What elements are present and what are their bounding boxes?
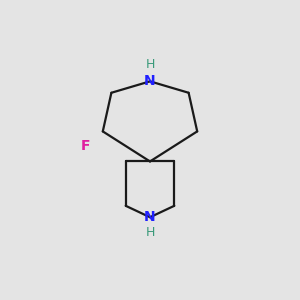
Text: H: H xyxy=(145,58,155,71)
Text: H: H xyxy=(145,226,155,239)
Text: N: N xyxy=(144,74,156,88)
Text: F: F xyxy=(81,139,90,153)
Text: N: N xyxy=(144,210,156,224)
